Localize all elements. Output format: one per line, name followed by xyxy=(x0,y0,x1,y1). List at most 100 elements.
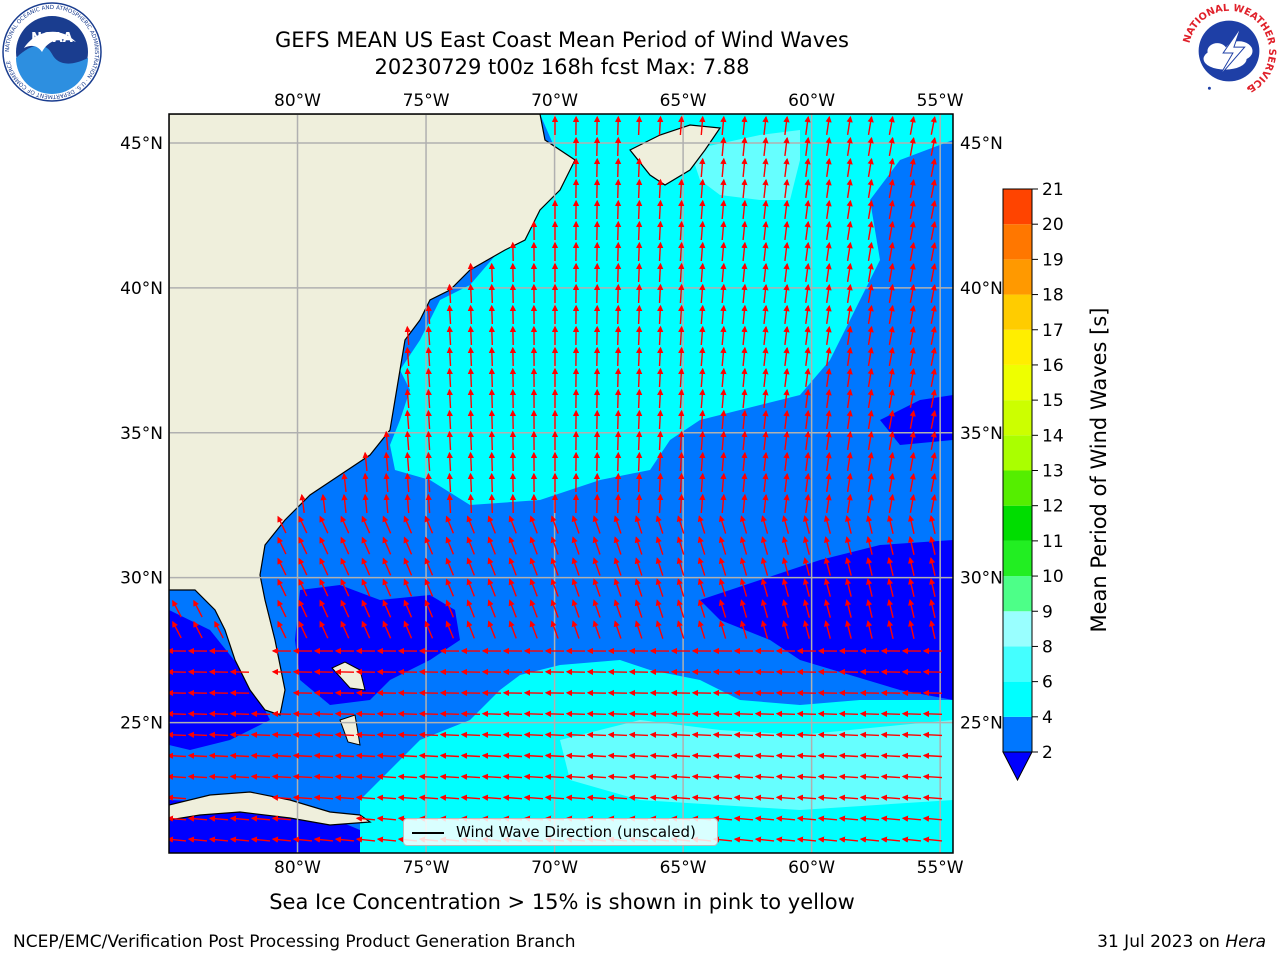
wind-arrow-859 xyxy=(187,773,208,780)
wind-arrow-403 xyxy=(741,472,748,493)
wind-arrow-804 xyxy=(586,731,607,738)
wind-arrow-196 xyxy=(888,304,895,325)
wind-arrow-458 xyxy=(571,515,580,534)
land-nova-scotia xyxy=(629,124,722,186)
wind-arrow-832 xyxy=(397,752,418,759)
land-cuba xyxy=(169,791,372,826)
wind-arrow-908 xyxy=(523,794,544,801)
wind-arrow-327 xyxy=(909,409,916,429)
wind-arrow-533 xyxy=(802,557,810,576)
wind-arrow-287 xyxy=(614,388,622,409)
wind-arrow-382 xyxy=(909,451,916,471)
wind-arrow-504 xyxy=(866,536,873,555)
wind-arrow-474 xyxy=(908,514,915,534)
wind-arrow-329 xyxy=(383,430,390,451)
wind-arrow-162 xyxy=(699,283,706,304)
wind-arrow-35 xyxy=(614,157,622,178)
wind-arrow-184 xyxy=(636,304,643,325)
wind-arrow-772 xyxy=(691,710,712,718)
wind-arrow-5 xyxy=(657,115,664,136)
wind-arrow-632 xyxy=(760,620,769,639)
wind-arrow-356 xyxy=(362,451,369,472)
wind-arrow-501 xyxy=(802,536,810,555)
wind-arrow-450 xyxy=(403,515,413,534)
wind-arrow-151 xyxy=(467,283,474,304)
wind-arrow-586 xyxy=(529,599,538,618)
wind-arrow-166 xyxy=(783,283,790,303)
wind-arrow-833 xyxy=(418,752,439,759)
wind-arrow-519 xyxy=(508,557,517,576)
wind-arrow-539 xyxy=(929,556,936,576)
wind-arrow-202 xyxy=(467,325,474,346)
wind-arrow-555 xyxy=(592,578,601,597)
lat-label-left-1: 40°N xyxy=(120,279,163,299)
wind-arrow-783 xyxy=(922,710,943,718)
wind-arrow-882 xyxy=(670,773,691,780)
wind-arrow-802 xyxy=(544,731,565,738)
wind-arrow-268 xyxy=(762,367,769,387)
wind-arrow-13 xyxy=(825,115,832,136)
wind-arrow-799 xyxy=(481,731,502,738)
wind-arrow-809 xyxy=(691,731,712,738)
wind-arrow-778 xyxy=(817,710,838,718)
wind-arrow-66 xyxy=(930,178,937,198)
wind-arrow-892 xyxy=(880,773,901,780)
wind-arrow-503 xyxy=(844,536,852,555)
wind-arrow-296 xyxy=(804,388,811,408)
wind-arrow-42 xyxy=(804,157,811,177)
wind-arrow-387 xyxy=(404,472,411,493)
wind-arrow-159 xyxy=(636,283,643,304)
wind-arrow-785 xyxy=(187,731,208,738)
wind-arrow-585 xyxy=(508,599,517,618)
wind-arrow-905 xyxy=(460,794,481,801)
wind-arrow-315 xyxy=(657,409,664,430)
wind-arrow-931 xyxy=(229,815,250,822)
lat-label-right-2: 35°N xyxy=(960,424,1003,444)
wind-arrow-584 xyxy=(487,599,496,618)
wind-arrow-62 xyxy=(846,178,853,199)
wind-arrow-488 xyxy=(529,536,538,555)
wind-arrow-415 xyxy=(341,493,348,513)
wind-arrow-599 xyxy=(802,599,810,618)
wind-arrow-835 xyxy=(460,752,481,759)
wind-arrow-640 xyxy=(929,619,936,639)
wind-arrow-788 xyxy=(250,731,271,738)
wind-arrow-102 xyxy=(867,220,874,241)
wind-arrow-101 xyxy=(846,220,853,241)
colorbar-band-2 xyxy=(1003,646,1032,682)
wind-arrow-760 xyxy=(439,710,460,718)
wind-arrow-805 xyxy=(607,731,628,738)
wind-arrow-322 xyxy=(804,409,811,429)
wind-arrow-413 xyxy=(299,493,306,513)
lon-label-top-3: 65°W xyxy=(660,91,707,111)
colorbar-tick-label-7: 12 xyxy=(1042,497,1064,517)
wind-arrow-548 xyxy=(445,578,455,597)
wind-arrow-990 xyxy=(754,836,775,843)
wind-arrow-306 xyxy=(467,409,474,430)
wind-arrow-836 xyxy=(481,752,502,759)
wind-arrow-372 xyxy=(699,451,706,472)
wind-arrow-266 xyxy=(720,367,727,388)
wind-arrow-354 xyxy=(909,430,916,450)
wind-arrow-566 xyxy=(823,578,831,597)
wind-arrow-846 xyxy=(691,752,712,759)
wind-arrow-896 xyxy=(271,794,292,801)
wind-arrow-766 xyxy=(565,710,586,718)
wind-arrow-619 xyxy=(487,620,496,639)
colorbar-band-9 xyxy=(1003,400,1032,436)
wind-arrow-9 xyxy=(741,115,748,136)
wind-arrow-997 xyxy=(901,836,922,843)
wind-arrow-755 xyxy=(334,710,355,718)
wind-arrow-598 xyxy=(781,599,790,618)
wind-arrow-272 xyxy=(846,367,853,388)
wind-arrow-927 xyxy=(922,794,943,801)
wind-arrow-7 xyxy=(699,115,706,136)
wind-arrow-847 xyxy=(712,752,733,759)
wind-arrow-769 xyxy=(628,710,649,718)
wind-arrow-593 xyxy=(676,599,685,618)
wind-arrow-416 xyxy=(362,493,369,514)
wind-arrow-602 xyxy=(866,599,873,618)
wind-arrow-304 xyxy=(425,409,432,430)
wind-arrow-318 xyxy=(720,409,727,430)
colorbar-band-14 xyxy=(1003,224,1032,260)
